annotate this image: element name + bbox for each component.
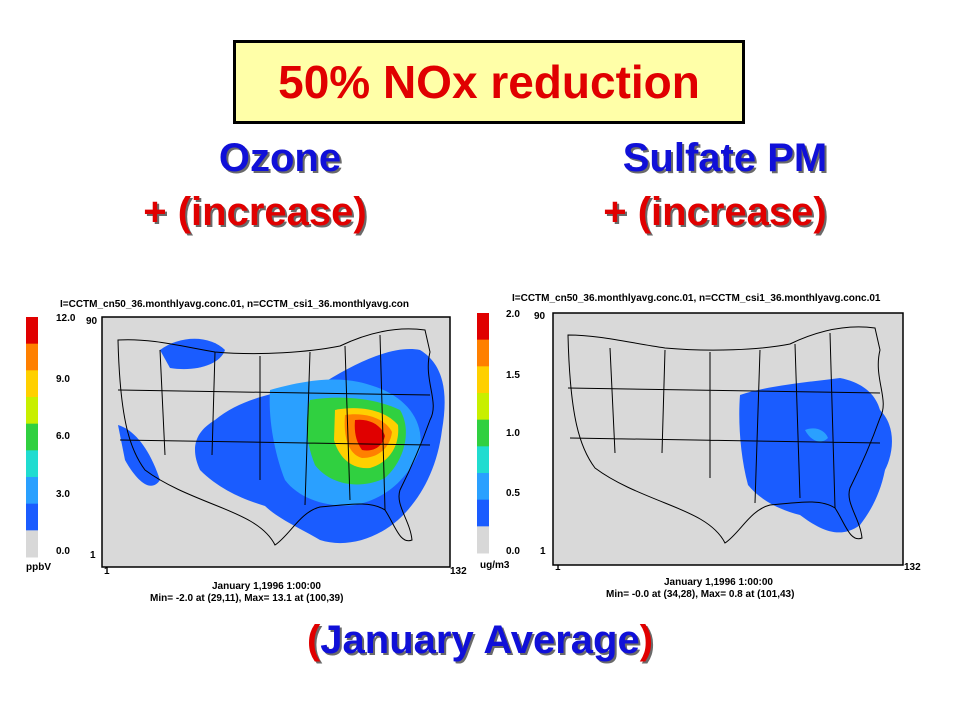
caption-text: January Average bbox=[320, 618, 640, 662]
ozone-scale-label-0: 0.0 bbox=[56, 546, 70, 557]
sulfate-scale-label-1-5: 1.5 bbox=[506, 370, 520, 381]
ozone-x-right: 132 bbox=[450, 566, 467, 577]
sulfate-colorbar-segment bbox=[477, 446, 489, 474]
sulfate-colorbar-segment bbox=[477, 393, 489, 421]
sulfate-colorbar-segment bbox=[477, 526, 489, 554]
ozone-colorbar-segment bbox=[26, 343, 38, 371]
sulfate-y-bottom: 1 bbox=[540, 546, 546, 557]
ozone-scale-label-9: 9.0 bbox=[56, 374, 70, 385]
sulfate-colorbar-segment bbox=[477, 499, 489, 527]
ozone-colorbar-segment bbox=[26, 423, 38, 451]
ozone-colorbar-segment bbox=[26, 503, 38, 531]
sulfate-date: January 1,1996 1:00:00 bbox=[664, 577, 773, 588]
sulfate-colorbar-segment bbox=[477, 339, 489, 367]
ozone-map-header: I=CCTM_cn50_36.monthlyavg.conc.01, n=CCT… bbox=[60, 299, 410, 310]
ozone-date: January 1,1996 1:00:00 bbox=[212, 581, 321, 592]
sulfate-heading: Sulfate PM bbox=[622, 136, 828, 180]
caption-open-paren: ( bbox=[306, 618, 321, 662]
sulfate-colorbar-segment bbox=[477, 419, 489, 447]
sulfate-scale-label-0-5: 0.5 bbox=[506, 488, 520, 499]
sulfate-scale-label-2: 2.0 bbox=[506, 309, 520, 320]
sulfate-unit-label: ug/m3 bbox=[480, 560, 510, 571]
ozone-colorbar bbox=[26, 317, 38, 558]
title-box: 50% NOx reduction bbox=[233, 40, 745, 124]
ozone-colorbar-segment bbox=[26, 397, 38, 425]
ozone-colorbar-segment bbox=[26, 450, 38, 478]
ozone-scale-label-3: 3.0 bbox=[56, 489, 70, 500]
ozone-heading: Ozone bbox=[218, 136, 342, 180]
ozone-y-top: 90 bbox=[86, 316, 98, 327]
sulfate-stats: Min= -0.0 at (34,28), Max= 0.8 at (101,4… bbox=[606, 589, 795, 600]
ozone-us-outline bbox=[117, 328, 434, 546]
sulfate-y-top: 90 bbox=[534, 311, 546, 322]
sulfate-map-header: I=CCTM_cn50_36.monthlyavg.conc.01, n=CCT… bbox=[512, 293, 881, 304]
sulfate-colorbar-segment bbox=[477, 366, 489, 394]
caption-close-paren: ) bbox=[639, 618, 654, 662]
ozone-unit-label: ppbV bbox=[26, 562, 51, 573]
ozone-increase-label: + (increase) bbox=[143, 190, 367, 234]
sulfate-colorbar bbox=[477, 313, 489, 554]
ozone-colorbar-segment bbox=[26, 370, 38, 398]
ozone-colorbar-segment bbox=[26, 530, 38, 558]
ozone-colorbar-segment bbox=[26, 477, 38, 505]
sulfate-us-outline bbox=[567, 326, 884, 544]
sulfate-increase-label: + (increase) bbox=[603, 190, 827, 234]
sulfate-colorbar-segment bbox=[477, 313, 489, 341]
sulfate-concentration-field bbox=[739, 378, 892, 533]
ozone-y-bottom: 1 bbox=[90, 550, 96, 561]
sulfate-x-right: 132 bbox=[904, 562, 921, 573]
page-title: 50% NOx reduction bbox=[278, 56, 700, 108]
january-average-caption: (January Average) bbox=[0, 618, 960, 663]
sulfate-scale-label-0: 0.0 bbox=[506, 546, 520, 557]
ozone-colorbar-segment bbox=[26, 317, 38, 345]
ozone-scale-label-6: 6.0 bbox=[56, 431, 70, 442]
ozone-stats: Min= -2.0 at (29,11), Max= 13.1 at (100,… bbox=[150, 593, 344, 604]
sulfate-x-left: 1 bbox=[555, 562, 561, 573]
ozone-x-left: 1 bbox=[104, 566, 110, 577]
sulfate-colorbar-segment bbox=[477, 473, 489, 501]
sulfate-scale-label-1: 1.0 bbox=[506, 428, 520, 439]
ozone-scale-label-12: 12.0 bbox=[56, 313, 76, 324]
